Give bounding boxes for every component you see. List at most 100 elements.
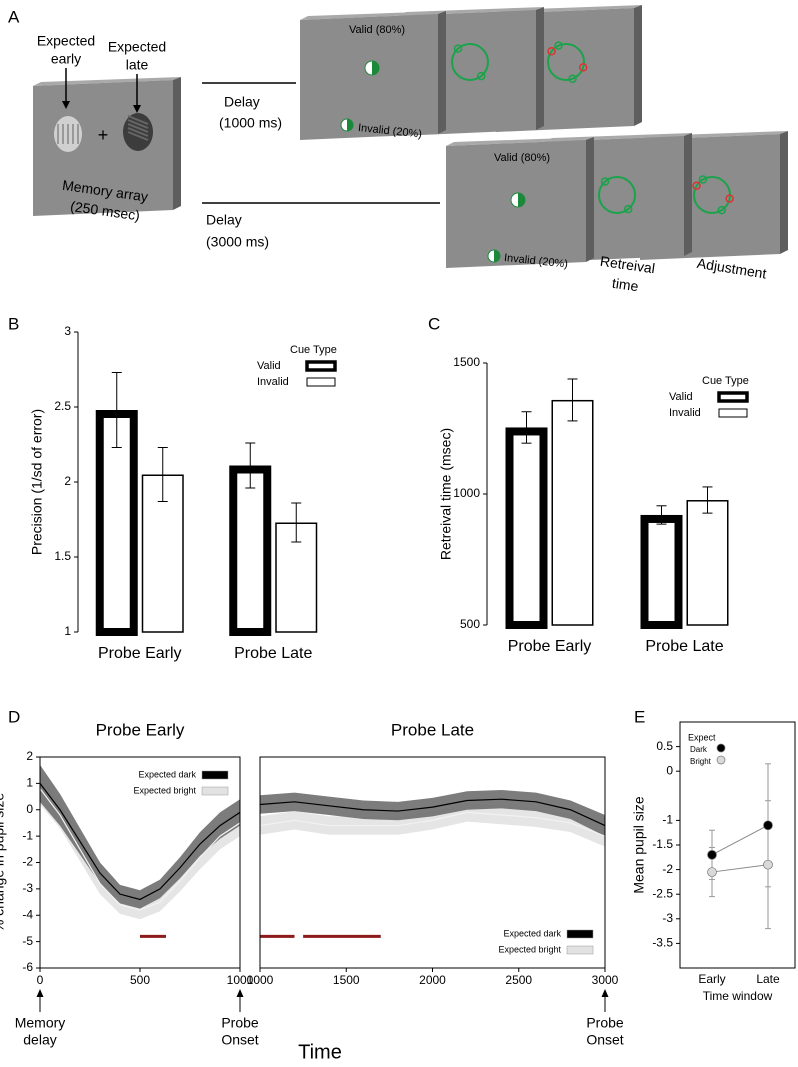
grating-stripe (127, 115, 149, 125)
error-band (40, 764, 240, 909)
y-tick-label: -3 (662, 911, 673, 925)
x-tick-label: 2000 (419, 973, 446, 987)
chart-title: Probe Early (96, 720, 185, 739)
screen-top (33, 77, 181, 86)
legend-swatch (306, 377, 336, 387)
y-tick-label: 2.5 (54, 399, 71, 413)
grating-stripe (127, 119, 149, 129)
bar (551, 399, 594, 626)
screen-side (634, 5, 642, 126)
point (763, 859, 773, 870)
y-tick-label: 2 (64, 474, 71, 488)
fixation: + (98, 125, 109, 145)
cue-icon (518, 193, 525, 207)
diagram-label: Delay (206, 212, 242, 228)
cue-icon (372, 61, 379, 75)
y-tick-label: 1 (26, 776, 33, 790)
probe-item (453, 44, 463, 53)
diagram-label: Valid (80%) (494, 152, 550, 164)
panel-label: A (8, 7, 20, 26)
x-tick-label: 1000 (227, 973, 254, 987)
panel-label: D (8, 707, 20, 726)
bar (505, 427, 548, 629)
y-tick-label: -2.5 (652, 886, 673, 900)
annotation: Memory (15, 1015, 66, 1031)
panel-label: C (428, 314, 440, 333)
x-axis-label: Time (298, 1041, 342, 1063)
screen-top (300, 11, 446, 20)
y-tick-label: 3 (64, 324, 71, 338)
grating-stripe (127, 123, 149, 133)
y-axis-label: % change in pupil size (0, 793, 7, 933)
probe-item (476, 71, 486, 81)
probe-ring (451, 43, 489, 81)
line (39, 783, 241, 901)
y-tick-label: -1.5 (652, 837, 673, 851)
diagram-label: Expected (108, 39, 166, 55)
y-tick-label: 0 (666, 763, 673, 777)
line (259, 811, 606, 837)
diagram-label: Retreival (599, 253, 656, 277)
bar (686, 500, 729, 626)
arrowhead (133, 105, 141, 113)
annotation: delay (23, 1032, 56, 1048)
y-tick-label: -2 (22, 855, 33, 869)
y-tick-label: -1 (22, 828, 33, 842)
screen-side (536, 7, 544, 130)
legend-title: Expect (688, 732, 716, 742)
y-tick-label: -6 (22, 960, 33, 974)
x-tick-label: Probe Early (98, 645, 182, 662)
screen-side (586, 137, 594, 262)
x-tick-label: Probe Late (234, 645, 312, 662)
y-tick-label: -2 (662, 862, 673, 876)
annotation: Probe (586, 1015, 624, 1031)
bar (640, 514, 683, 630)
x-tick-label: 1000 (247, 973, 274, 987)
diagram-label: Valid (80%) (349, 24, 405, 36)
legend-swatch (716, 743, 726, 753)
arrowhead (62, 101, 70, 109)
x-tick-label: Probe Late (645, 638, 723, 655)
y-tick-label: 1.5 (54, 549, 71, 563)
legend-swatch (566, 929, 594, 939)
arrowhead (601, 989, 609, 997)
line (39, 788, 241, 911)
legend-label: Valid (669, 391, 693, 403)
y-tick-label: 1 (64, 624, 71, 638)
legend-label: Dark (690, 745, 708, 754)
probe-ring (547, 43, 585, 81)
cue-icon (494, 250, 500, 262)
point (707, 849, 717, 860)
y-tick-label: 500 (460, 617, 480, 631)
probe-item (725, 194, 734, 203)
chart-title: Probe Late (391, 720, 474, 739)
probe-item (692, 181, 701, 190)
error-band (260, 789, 605, 837)
legend-label: Bright (690, 757, 712, 766)
legend-label: Expected dark (138, 769, 196, 779)
x-tick-label: Early (698, 972, 725, 986)
x-tick-label: 1500 (333, 973, 360, 987)
screen-top (446, 137, 594, 146)
probe-item (698, 175, 708, 184)
legend-label: Invalid (257, 376, 289, 388)
legend-label: Valid (257, 360, 281, 372)
screen-side (684, 133, 692, 256)
plot-frame (39, 756, 241, 969)
probe-item (547, 46, 556, 56)
point (707, 867, 717, 877)
legend-swatch (566, 945, 594, 955)
diagram-screens (33, 5, 788, 268)
y-tick-label: 2 (26, 749, 33, 763)
error-band (260, 803, 605, 847)
legend-title: Cue Type (702, 375, 749, 387)
diagram-label: Adjustment (696, 255, 768, 282)
diagram-label: Delay (224, 94, 260, 110)
annotation: Onset (221, 1032, 258, 1048)
y-tick-label: -5 (22, 934, 33, 948)
legend-swatch (201, 786, 229, 796)
legend-swatch (716, 755, 726, 765)
probe-ring (598, 176, 636, 214)
screen-side (438, 11, 446, 134)
probe-item (568, 74, 577, 84)
